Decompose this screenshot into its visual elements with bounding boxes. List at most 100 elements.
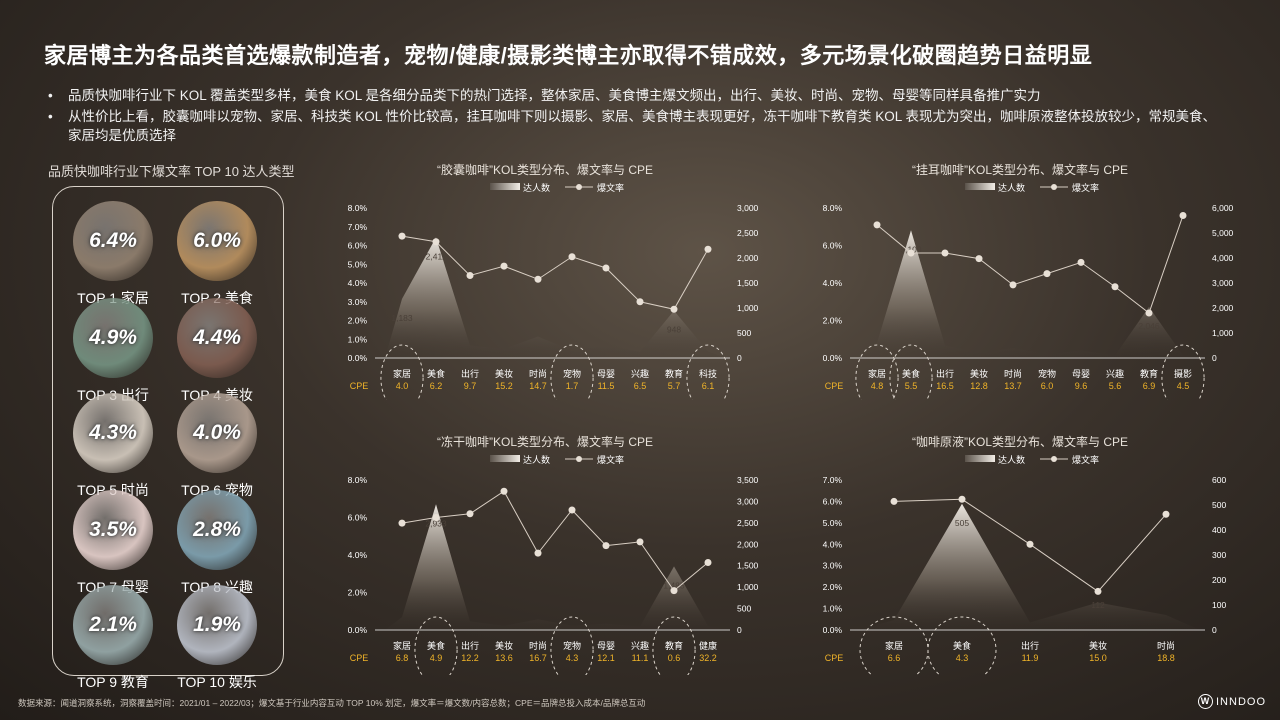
- highlight-ellipse: [855, 344, 899, 400]
- category-label: 出行: [461, 368, 479, 379]
- cpe-value: 18.8: [1157, 653, 1175, 663]
- category-label: 美食: [902, 368, 920, 379]
- category-label: 出行: [1021, 640, 1039, 651]
- rate-point: [1145, 309, 1153, 317]
- y-left-tick: 2.0%: [348, 588, 368, 598]
- legend-line-label: 爆文率: [1072, 454, 1099, 465]
- rate-point: [466, 272, 474, 279]
- cpe-value: 6.6: [888, 653, 901, 663]
- y-right-tick: 0: [1212, 353, 1217, 363]
- category-label: 母婴: [597, 369, 615, 379]
- chart-title: “咖啡原液”KOL类型分布、爆文率与 CPE: [912, 434, 1128, 449]
- rate-point: [1009, 281, 1017, 289]
- top10-panel: 6.4% TOP 1 家居 6.0% TOP 2 美食 4.9% TOP 3 出…: [52, 186, 284, 690]
- cpe-row-label: CPE: [825, 653, 844, 663]
- kol-rate-9: 2.1%: [89, 613, 137, 636]
- y-right-tick: 0: [1212, 625, 1217, 635]
- area-value-label: 2,411: [426, 251, 447, 261]
- kol-rate-1: 6.4%: [89, 229, 137, 252]
- rate-point: [670, 305, 678, 313]
- kol-label-9: TOP 9 教育: [77, 674, 149, 690]
- y-right-tick: 5,000: [1212, 228, 1234, 238]
- y-left-tick: 3.0%: [348, 297, 368, 307]
- y-right-tick: 2,500: [737, 228, 759, 238]
- legend-area-swatch: [965, 183, 995, 190]
- category-label: 美食: [427, 368, 445, 379]
- category-label: 出行: [461, 640, 479, 651]
- y-right-tick: 0: [737, 353, 742, 363]
- chart-title: “冻干咖啡”KOL类型分布、爆文率与 CPE: [437, 434, 653, 449]
- highlight-ellipse: [380, 344, 424, 400]
- legend-area-label: 达人数: [523, 182, 550, 193]
- legend-line-label: 爆文率: [1072, 182, 1099, 193]
- category-label: 美食: [427, 640, 445, 651]
- footer-source: 数据来源：闻道洞察系统，洞察覆盖时间：2021/01 – 2022/03；爆文基…: [18, 698, 646, 708]
- cpe-value: 16.7: [529, 653, 547, 663]
- rate-point: [602, 264, 610, 272]
- y-left-tick: 2.0%: [348, 316, 368, 326]
- y-left-tick: 2.0%: [823, 316, 843, 326]
- cpe-value: 16.5: [936, 381, 954, 391]
- y-left-tick: 8.0%: [348, 203, 368, 213]
- area-value-label: 2,933: [425, 518, 447, 528]
- logo-text: INNDOO: [1216, 695, 1266, 708]
- area-series: [860, 503, 1200, 630]
- highlight-ellipse: [1161, 344, 1205, 400]
- legend-line-dot: [1051, 456, 1057, 462]
- rate-point: [1179, 212, 1187, 219]
- chart-drip-coffee: “挂耳咖啡”KOL类型分布、爆文率与 CPE 达人数 爆文率 8.0% 6.0% 4.0%…: [823, 162, 1234, 400]
- rate-line: [401, 490, 709, 592]
- category-label: 兴趣: [631, 368, 649, 379]
- chart-capsule-coffee: “胶囊咖啡”KOL类型分布、爆文率与 CPE 达人数 爆文率 8.0% 7.0% 6.0%…: [348, 162, 759, 400]
- cpe-value: 6.2: [430, 381, 443, 391]
- category-label: 科技: [699, 368, 717, 379]
- cpe-value: 6.8: [396, 653, 409, 663]
- y-left-tick: 3.0%: [823, 561, 843, 571]
- kol-avatar-5: 4.3%: [73, 393, 153, 473]
- cpe-value: 6.5: [634, 381, 647, 391]
- y-right-tick: 500: [737, 604, 751, 614]
- cpe-row-label: CPE: [350, 381, 369, 391]
- y-right-tick: 1,000: [1212, 328, 1234, 338]
- cpe-value: 5.5: [905, 381, 918, 391]
- category-label: 兴趣: [1106, 368, 1124, 379]
- area-value-label: 1,485: [663, 580, 685, 590]
- chart-title: “胶囊咖啡”KOL类型分布、爆文率与 CPE: [437, 162, 653, 177]
- cpe-value: 9.6: [1075, 381, 1088, 391]
- category-label: 出行: [936, 368, 954, 379]
- kol-avatar-2: 6.0%: [177, 201, 257, 281]
- cpe-value: 13.7: [1004, 381, 1022, 391]
- y-right-tick: 300: [1212, 550, 1226, 560]
- cpe-value: 5.7: [668, 381, 681, 391]
- highlight-ellipse: [414, 616, 458, 675]
- kol-rate-6: 4.0%: [193, 421, 241, 444]
- area-value-label: 948: [667, 325, 681, 335]
- y-left-tick: 4.0%: [823, 278, 843, 288]
- y-right-tick: 400: [1212, 525, 1226, 535]
- kol-item-3: 4.9% TOP 3 出行: [63, 298, 163, 405]
- y-right-tick: 4,000: [1212, 253, 1234, 263]
- rate-point: [1111, 283, 1119, 291]
- y-left-tick: 4.0%: [348, 550, 368, 560]
- rate-point: [958, 495, 966, 503]
- bullet-1: 品质快咖啡行业下 KOL 覆盖类型多样，美食 KOL 是各细分品类下的热门选择，…: [48, 86, 1228, 105]
- legend-area-swatch: [965, 455, 995, 462]
- category-label: 母婴: [1072, 369, 1090, 379]
- area-series: [385, 504, 725, 630]
- kol-rate-7: 3.5%: [89, 518, 137, 541]
- category-label: 时尚: [529, 368, 547, 379]
- legend-area-label: 达人数: [998, 182, 1025, 193]
- kol-rate-10: 1.9%: [193, 613, 241, 636]
- y-left-tick: 0.0%: [348, 625, 368, 635]
- cpe-value: 6.9: [1143, 381, 1156, 391]
- bullet-2: 从性价比上看，胶囊咖啡以宠物、家居、科技类 KOL 性价比较高，挂耳咖啡下则以摄…: [48, 107, 1228, 145]
- category-label: 美妆: [495, 368, 513, 379]
- chart-coffee-liquid: “咖啡原液”KOL类型分布、爆文率与 CPE 达人数 爆文率 7.0% 6.0% 5.0%…: [823, 434, 1226, 675]
- cpe-value: 4.9: [430, 653, 443, 663]
- y-left-tick: 0.0%: [823, 625, 843, 635]
- y-left-tick: 1.0%: [348, 334, 368, 344]
- y-left-tick: 0.0%: [348, 353, 368, 363]
- kol-avatar-3: 4.9%: [73, 298, 153, 378]
- y-left-tick: 6.0%: [823, 241, 843, 251]
- y-right-tick: 3,500: [737, 475, 759, 485]
